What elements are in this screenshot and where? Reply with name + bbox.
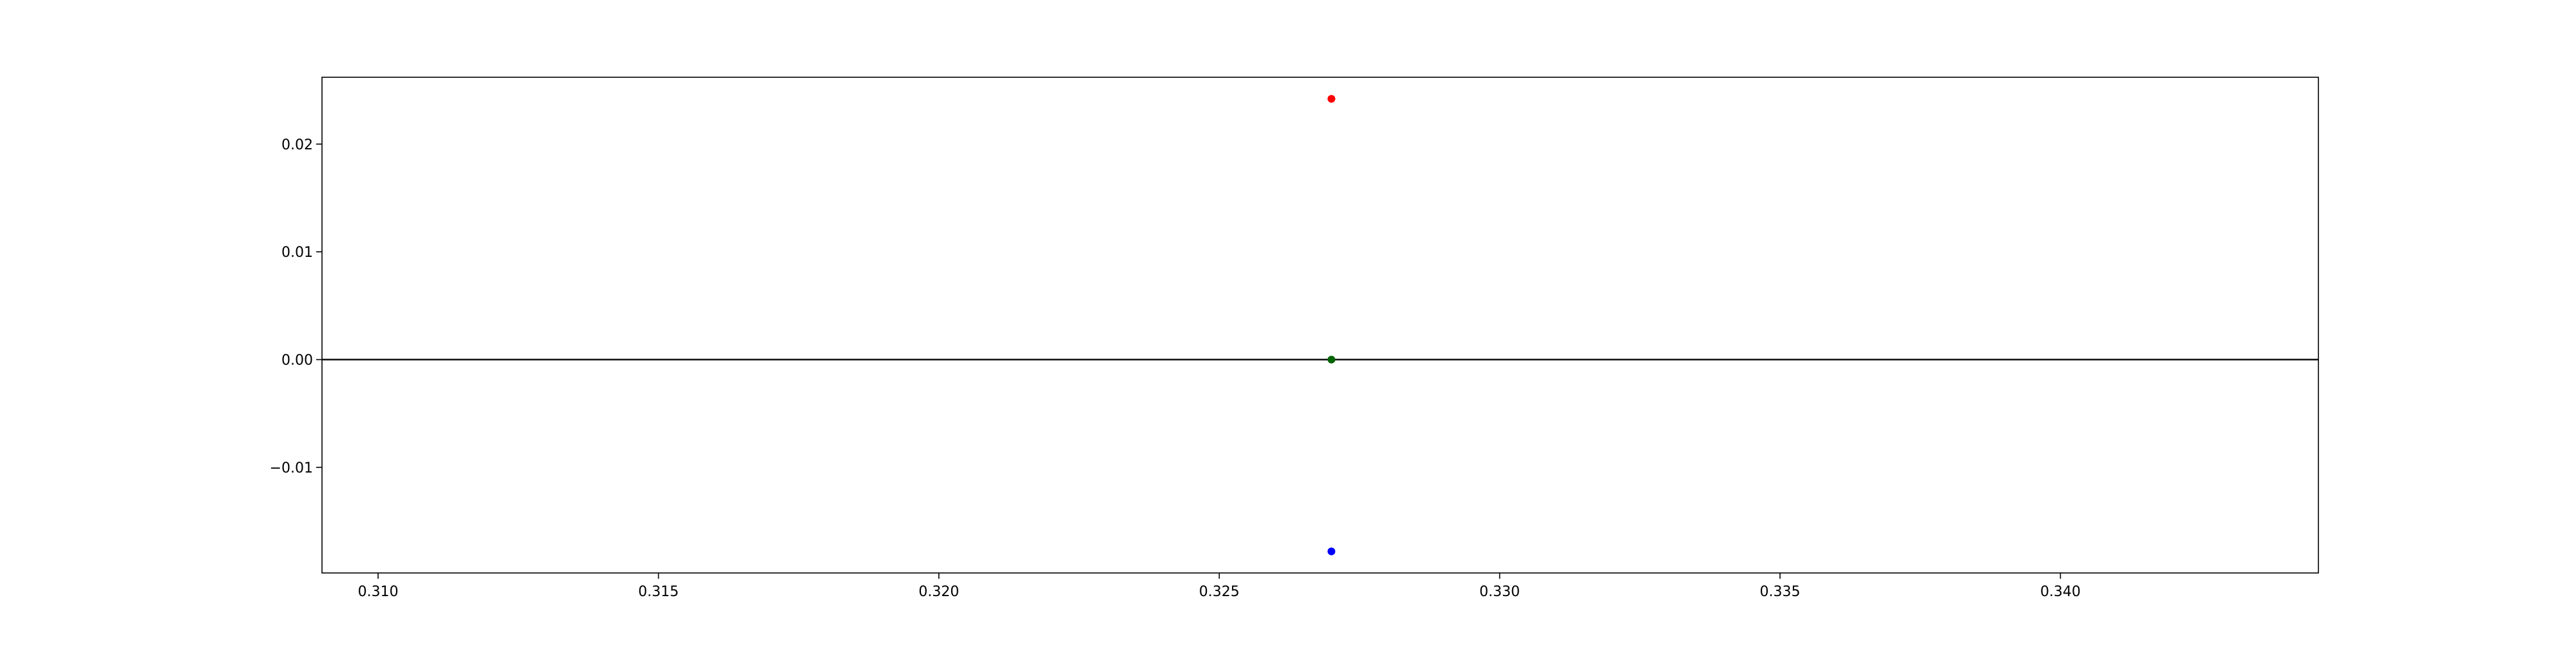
data-point xyxy=(1327,547,1336,556)
data-points xyxy=(1327,95,1336,556)
y-axis: −0.01 0.00 0.01 0.02 xyxy=(270,137,322,476)
y-tick-label: 0.02 xyxy=(281,137,313,153)
x-tick-label: 0.330 xyxy=(1479,584,1520,600)
x-tick-label: 0.315 xyxy=(638,584,679,600)
x-axis: 0.310 0.315 0.320 0.325 0.330 0.335 0.340 xyxy=(358,573,2081,600)
x-tick-label: 0.335 xyxy=(1760,584,1801,600)
data-point xyxy=(1327,95,1336,103)
data-point xyxy=(1327,355,1336,364)
x-tick-label: 0.325 xyxy=(1199,584,1240,600)
y-tick-label: 0.00 xyxy=(281,353,313,369)
y-tick-label: 0.01 xyxy=(281,245,313,261)
plot-area-frame xyxy=(321,77,2319,574)
x-tick-label: 0.310 xyxy=(358,584,399,600)
y-tick-label: −0.01 xyxy=(270,460,313,476)
x-tick-label: 0.320 xyxy=(918,584,959,600)
x-tick-label: 0.340 xyxy=(2040,584,2081,600)
